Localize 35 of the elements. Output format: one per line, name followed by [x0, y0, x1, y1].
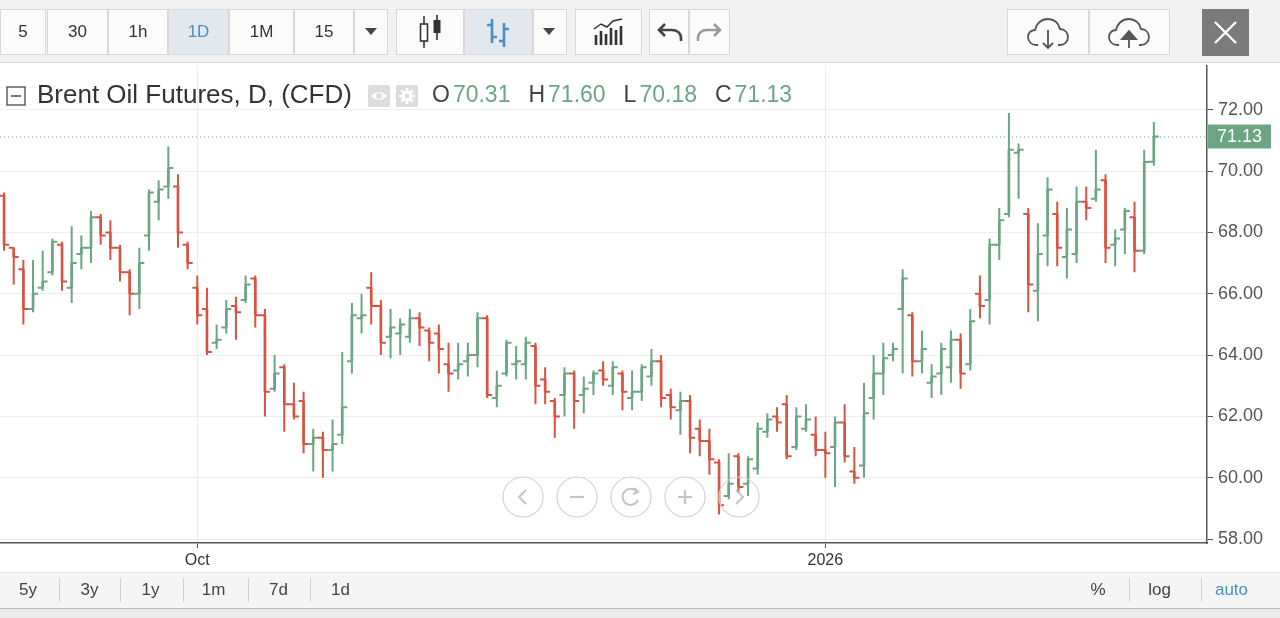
annotation: 71.13	[734, 81, 793, 108]
text: 1d	[331, 580, 350, 600]
y-tick-label: 70.00	[1218, 160, 1264, 181]
text: 5	[18, 22, 28, 42]
annotation: O	[432, 81, 450, 108]
x-tick-label: 2026	[807, 551, 844, 569]
text: 1m	[201, 580, 226, 600]
y-tick-label: 64.00	[1218, 344, 1264, 365]
text: 30	[68, 22, 87, 42]
y-tick-label: 72.00	[1218, 98, 1264, 119]
text: 15	[314, 22, 334, 42]
text: %	[1090, 580, 1106, 600]
annotation: 70.31	[452, 81, 511, 108]
y-tick-label: 68.00	[1218, 221, 1264, 242]
y-tick-label: 58.00	[1218, 527, 1264, 548]
text: 1M	[249, 22, 274, 42]
text: 7d	[269, 580, 288, 600]
annotation: 70.18	[639, 81, 697, 108]
text: 1D	[187, 22, 210, 42]
x-tick-label: Oct	[184, 551, 211, 569]
text: 3y	[80, 580, 99, 600]
y-tick-label: 62.00	[1218, 405, 1264, 426]
y-tick-label: 66.00	[1218, 282, 1264, 303]
ref-line-label: 71.13	[1217, 126, 1263, 147]
text: Brent Oil Futures, D, (CFD)	[37, 79, 352, 110]
annotation: L	[623, 81, 637, 108]
text: 5y	[19, 580, 37, 600]
annotation: C	[714, 81, 732, 108]
text: auto	[1214, 580, 1249, 600]
text: log	[1148, 580, 1171, 600]
annotation: 71.60	[548, 81, 606, 108]
text: 1y	[141, 580, 160, 600]
text: 1h	[128, 22, 148, 42]
annotation: H	[528, 81, 546, 108]
y-tick-label: 60.00	[1218, 466, 1264, 487]
